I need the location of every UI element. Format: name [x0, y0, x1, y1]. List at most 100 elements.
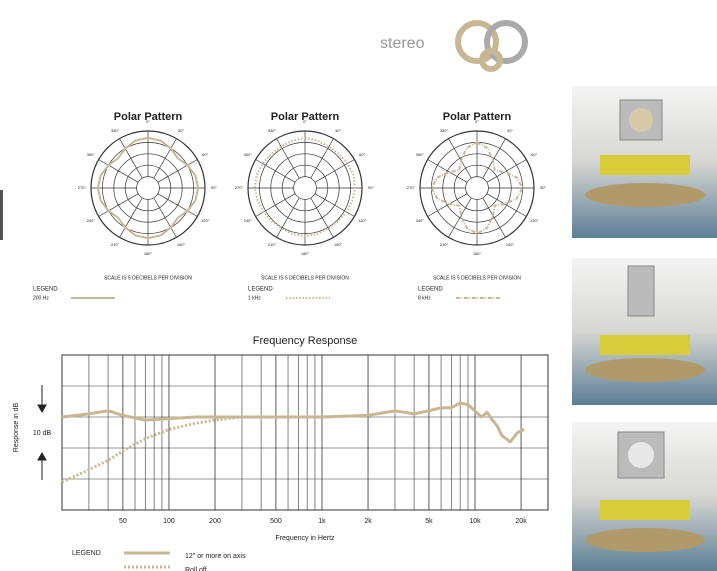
angle-label: 330° — [111, 128, 120, 133]
angle-label: 150° — [334, 242, 343, 247]
edge-mark — [0, 190, 3, 240]
angle-label: 330° — [268, 128, 277, 133]
angle-label: 60° — [531, 152, 537, 157]
angle-label: 0° — [146, 119, 150, 124]
x-tick-label: 200 — [209, 518, 221, 525]
x-tick-label: 2k — [364, 518, 372, 525]
angle-label: 330° — [440, 128, 449, 133]
plot-frame — [61, 354, 549, 511]
legend-title: LEGEND — [72, 550, 101, 557]
x-tick-label: 5k — [425, 518, 433, 525]
x-tick-label: 50 — [119, 518, 127, 525]
angle-label: 240° — [87, 218, 96, 223]
angle-label: 30° — [507, 128, 513, 133]
legend-label: 200 Hz — [33, 295, 49, 301]
angle-label: 60° — [202, 152, 208, 157]
legend-label: 1 kHz — [248, 295, 261, 301]
legend-title: LEGEND — [418, 287, 443, 293]
grid-ring — [136, 176, 160, 200]
grid-spoke — [427, 159, 468, 183]
chart-note: SCALE IS 5 DECIBELS PER DIVISION — [433, 275, 521, 281]
photo — [572, 258, 717, 405]
angle-label: 30° — [335, 128, 341, 133]
x-tick-label: 500 — [270, 518, 282, 525]
grid-spoke — [314, 193, 355, 217]
angle-label: 120° — [201, 218, 210, 223]
brand-label: stereo — [380, 35, 425, 52]
chart-title: Polar Pattern — [443, 111, 512, 123]
grid-spoke — [486, 159, 527, 183]
angle-label: 90° — [540, 185, 546, 190]
grid-ring — [293, 176, 317, 200]
angle-label: 150° — [506, 242, 515, 247]
chart-title: Polar Pattern — [271, 111, 340, 123]
grid-ring — [465, 176, 489, 200]
series-line — [61, 401, 525, 444]
grid-spoke — [98, 193, 139, 217]
grid-spoke — [482, 138, 506, 179]
angle-label: 210° — [111, 242, 120, 247]
grid-spoke — [310, 197, 334, 238]
chart-note: SCALE IS 5 DECIBELS PER DIVISION — [261, 275, 349, 281]
grid-spoke — [157, 159, 198, 183]
angle-label: 180° — [144, 251, 153, 256]
x-tick-label: 100 — [163, 518, 175, 525]
grid-spoke — [255, 159, 296, 183]
grid-spoke — [314, 159, 355, 183]
polar-line — [430, 141, 524, 235]
angle-label: 210° — [440, 242, 449, 247]
annotation: 10 dB — [33, 430, 52, 437]
brand-logo — [455, 20, 528, 72]
angle-label: 60° — [359, 152, 365, 157]
photo — [572, 86, 717, 238]
angle-label: 270° — [407, 185, 416, 190]
angle-label: 270° — [235, 185, 244, 190]
angle-label: 180° — [301, 251, 310, 256]
photo — [572, 422, 717, 571]
angle-label: 240° — [244, 218, 253, 223]
grid-spoke — [119, 197, 143, 238]
angle-label: 90° — [211, 185, 217, 190]
x-tick-label: 1k — [318, 518, 326, 525]
legend-label: 12" or more on axis — [185, 553, 246, 560]
grid-spoke — [486, 193, 527, 217]
grid-spoke — [448, 138, 472, 179]
angle-label: 0° — [303, 119, 307, 124]
series-line — [61, 415, 243, 484]
grid-spoke — [119, 138, 143, 179]
grid-spoke — [276, 138, 300, 179]
angle-label: 300° — [416, 152, 425, 157]
angle-label: 210° — [268, 242, 277, 247]
polar-line — [96, 136, 200, 240]
angle-label: 300° — [244, 152, 253, 157]
x-axis-label: Frequency in Hertz — [275, 535, 335, 542]
grid-spoke — [482, 197, 506, 238]
polar-line — [253, 136, 357, 237]
legend-label: 8 kHz — [418, 295, 431, 301]
angle-label: 120° — [358, 218, 367, 223]
grid-spoke — [153, 197, 177, 238]
grid-spoke — [255, 193, 296, 217]
y-axis-label: Response in dB — [13, 402, 20, 452]
angle-label: 90° — [368, 185, 374, 190]
legend-title: LEGEND — [33, 287, 58, 293]
angle-label: 150° — [177, 242, 186, 247]
angle-label: 300° — [87, 152, 96, 157]
legend-title: LEGEND — [248, 287, 273, 293]
angle-label: 240° — [416, 218, 425, 223]
grid-spoke — [157, 193, 198, 217]
x-tick-label: 10k — [469, 518, 481, 525]
chart-title: Polar Pattern — [114, 111, 183, 123]
chart-title: Frequency Response — [253, 335, 358, 347]
angle-label: 120° — [530, 218, 539, 223]
angle-label: 270° — [78, 185, 87, 190]
db-arrows — [37, 385, 47, 480]
grid-spoke — [276, 197, 300, 238]
angle-label: 0° — [475, 119, 479, 124]
grid-spoke — [427, 193, 468, 217]
angle-label: 30° — [178, 128, 184, 133]
legend-label: Roll off — [185, 567, 207, 571]
grid-spoke — [310, 138, 334, 179]
grid-spoke — [448, 197, 472, 238]
